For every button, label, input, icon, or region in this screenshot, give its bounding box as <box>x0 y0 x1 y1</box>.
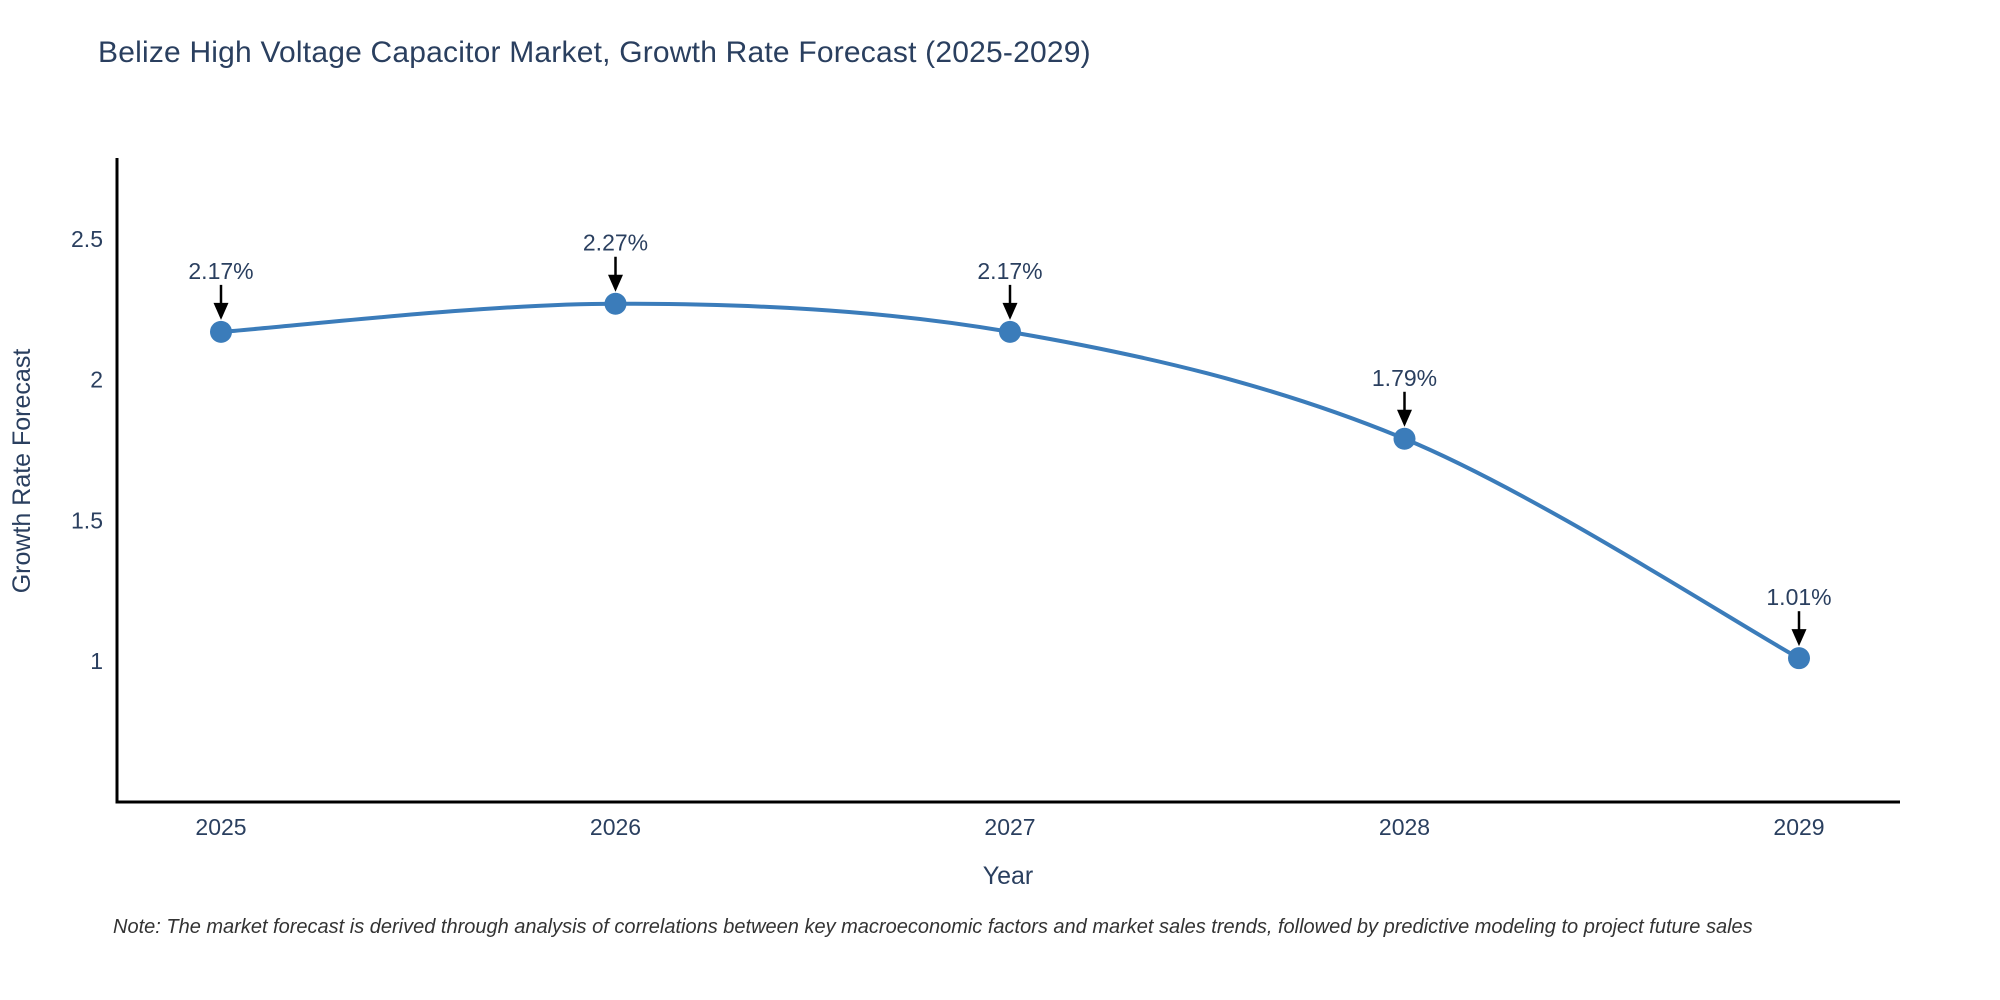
x-tick-label: 2026 <box>590 814 641 840</box>
chart-title: Belize High Voltage Capacitor Market, Gr… <box>98 36 1091 69</box>
y-tick-label: 1.5 <box>71 507 103 533</box>
x-tick-label: 2028 <box>1379 814 1430 840</box>
x-axis-ticks: 2025 2026 2027 2028 2029 <box>195 814 1824 840</box>
footnote: Note: The market forecast is derived thr… <box>113 916 1753 938</box>
annotation-arrowhead-icon <box>608 274 623 292</box>
data-point-marker[interactable] <box>604 292 627 315</box>
y-tick-label: 2 <box>90 367 103 393</box>
series-line <box>219 301 1801 661</box>
annotation-arrowhead-icon <box>213 302 229 320</box>
point-value-label: 1.01% <box>1766 584 1831 610</box>
data-point-marker[interactable] <box>210 320 232 343</box>
y-tick-label: 2.5 <box>71 226 103 252</box>
point-value-label: 2.17% <box>188 258 253 284</box>
y-axis-ticks: 1 1.5 2 2.5 <box>71 226 103 674</box>
annotation-arrowhead-icon <box>1002 302 1018 320</box>
point-value-label: 2.27% <box>583 230 648 256</box>
y-axis-title: Growth Rate Forecast <box>8 349 36 594</box>
point-value-label: 2.17% <box>977 258 1042 284</box>
x-axis-title: Year <box>983 862 1034 890</box>
x-tick-label: 2029 <box>1773 814 1824 840</box>
annotation-arrowhead-icon <box>1397 409 1412 427</box>
series-group <box>210 292 1810 670</box>
x-tick-label: 2025 <box>195 814 246 840</box>
y-tick-label: 1 <box>90 648 103 674</box>
data-point-marker[interactable] <box>1393 427 1416 450</box>
point-value-label: 1.79% <box>1372 365 1437 391</box>
annotations-group: 2.17% 2.27% 2.17% 1.79% 1.01% <box>188 230 1832 647</box>
data-point-marker[interactable] <box>1788 647 1810 670</box>
x-tick-label: 2027 <box>984 814 1035 840</box>
data-point-marker[interactable] <box>999 320 1021 343</box>
annotation-arrowhead-icon <box>1791 629 1807 647</box>
